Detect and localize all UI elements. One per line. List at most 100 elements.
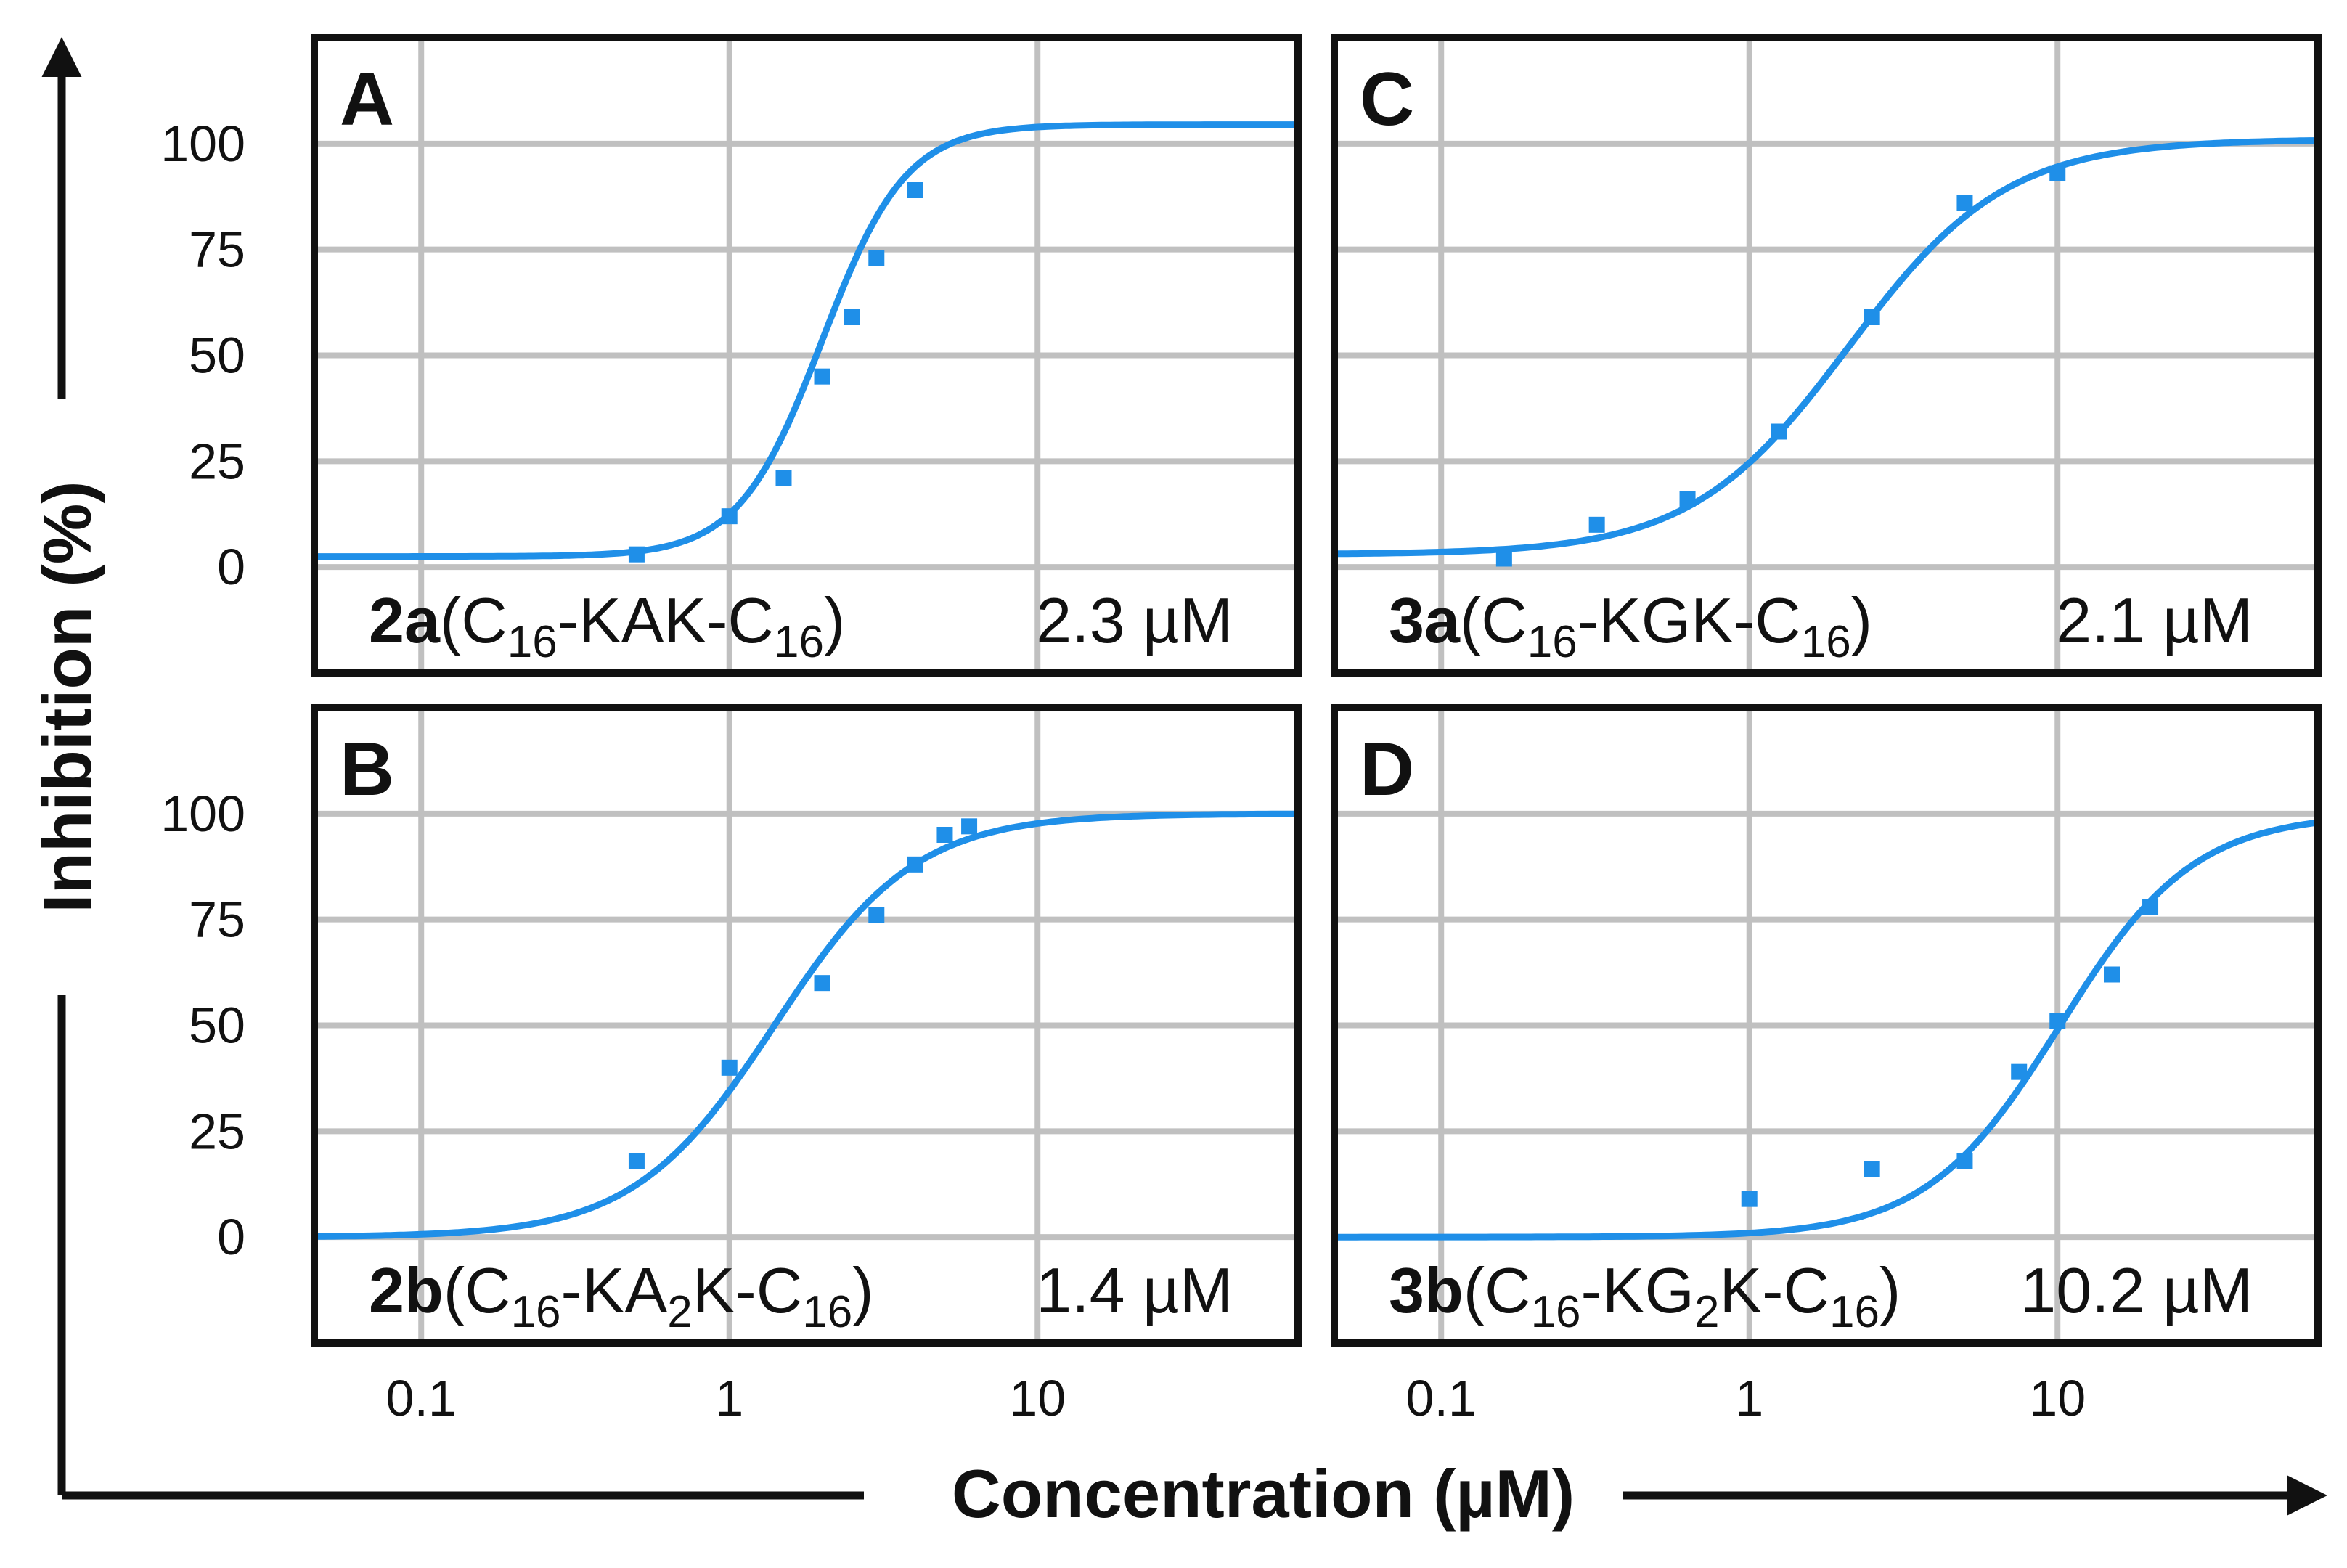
formula-text: K-C bbox=[693, 1254, 803, 1326]
formula-text: -KAK-C bbox=[558, 584, 774, 656]
data-point bbox=[844, 309, 860, 325]
compound-annotation: 3a(C16-KGK-C16) bbox=[1389, 584, 1872, 667]
formula-text: -KG bbox=[1581, 1254, 1694, 1326]
data-point bbox=[2049, 1013, 2066, 1029]
x-axis-title: Concentration (µM) bbox=[952, 1455, 1575, 1532]
data-point bbox=[721, 508, 738, 525]
compound-formula: (C16-KA2K-C16) bbox=[444, 1254, 874, 1337]
data-point bbox=[1679, 491, 1696, 507]
data-point bbox=[721, 1059, 738, 1076]
data-point bbox=[775, 470, 792, 486]
data-point bbox=[2011, 1063, 2028, 1080]
data-point bbox=[628, 546, 645, 563]
formula-text: ) bbox=[1879, 1254, 1901, 1326]
compound-annotation: 2a(C16-KAK-C16) bbox=[369, 584, 845, 667]
plot-frame bbox=[1331, 704, 2322, 1347]
y-tick-label: 100 bbox=[160, 115, 245, 172]
formula-subscript: 16 bbox=[507, 617, 558, 667]
x-tick-label: 0.1 bbox=[1406, 1370, 1477, 1426]
compound-id: 2b bbox=[369, 1254, 444, 1326]
data-point bbox=[1956, 1153, 1973, 1169]
formula-text: (C bbox=[440, 584, 507, 656]
formula-subscript: 16 bbox=[1801, 617, 1851, 667]
data-point bbox=[868, 907, 885, 923]
fit-curve bbox=[311, 121, 1302, 560]
data-point bbox=[814, 368, 830, 385]
compound-id: 3b bbox=[1389, 1254, 1464, 1326]
panel-label: C bbox=[1360, 57, 1414, 142]
compound-id: 2a bbox=[369, 584, 441, 656]
data-point bbox=[961, 818, 978, 835]
data-point bbox=[936, 827, 953, 843]
y-axis-title: Inhibition (%) bbox=[29, 481, 105, 912]
data-point bbox=[1495, 550, 1512, 567]
formula-text: K-C bbox=[1719, 1254, 1829, 1326]
formula-text: ) bbox=[1851, 584, 1872, 656]
panel-c: C3a(C16-KGK-C16) 2.1 µM bbox=[1331, 34, 2322, 677]
data-point bbox=[868, 250, 885, 266]
y-tick-label: 75 bbox=[189, 221, 245, 278]
data-point bbox=[2142, 899, 2159, 915]
formula-text: (C bbox=[1464, 1254, 1531, 1326]
y-tick-label: 0 bbox=[217, 539, 245, 595]
formula-subscript: 16 bbox=[802, 1287, 852, 1337]
formula-subscript: 16 bbox=[774, 617, 824, 667]
formula-subscript: 2 bbox=[667, 1287, 692, 1337]
y-tick-label: 25 bbox=[189, 433, 245, 489]
plot-frame bbox=[311, 704, 1302, 1347]
fit-curve bbox=[311, 810, 1302, 1240]
panel-label: B bbox=[340, 727, 394, 812]
x-tick-label: 1 bbox=[1735, 1370, 1763, 1426]
data-point bbox=[814, 975, 830, 992]
x-tick-label: 10 bbox=[1009, 1370, 1066, 1426]
data-point bbox=[1588, 516, 1605, 533]
data-point bbox=[1741, 1191, 1758, 1207]
formula-text: (C bbox=[1460, 584, 1527, 656]
plot-frame bbox=[1331, 34, 2322, 677]
formula-text: ) bbox=[824, 584, 845, 656]
data-point bbox=[907, 856, 923, 873]
data-point bbox=[2103, 966, 2120, 983]
ic50-label: 2.3 µM bbox=[1036, 584, 1233, 656]
y-tick-label: 75 bbox=[189, 891, 245, 948]
x-tick-label: 1 bbox=[715, 1370, 743, 1426]
formula-subscript: 16 bbox=[1531, 1287, 1581, 1337]
plot-frame bbox=[311, 34, 1302, 677]
y-tick-label: 50 bbox=[189, 327, 245, 384]
panel-label: A bbox=[340, 57, 394, 142]
compound-formula: (C16-KGK-C16) bbox=[1460, 584, 1872, 667]
ic50-label: 1.4 µM bbox=[1036, 1254, 1233, 1326]
ic50-label: 2.1 µM bbox=[2056, 584, 2253, 656]
compound-formula: (C16-KAK-C16) bbox=[440, 584, 845, 667]
y-tick-label: 100 bbox=[160, 785, 245, 842]
y-tick-label: 25 bbox=[189, 1103, 245, 1159]
data-point bbox=[1771, 423, 1787, 440]
x-tick-label: 10 bbox=[2029, 1370, 2086, 1426]
data-point bbox=[907, 182, 923, 198]
formula-subscript: 16 bbox=[1527, 617, 1577, 667]
compound-id: 3a bbox=[1389, 584, 1461, 656]
x-tick-label: 0.1 bbox=[386, 1370, 457, 1426]
formula-subscript: 2 bbox=[1694, 1287, 1719, 1337]
compound-annotation: 2b(C16-KA2K-C16) bbox=[369, 1254, 874, 1337]
formula-text: -KA bbox=[561, 1254, 668, 1326]
fit-curve bbox=[1331, 819, 2322, 1241]
compound-annotation: 3b(C16-KG2K-C16) bbox=[1389, 1254, 1901, 1337]
fit-curve bbox=[1331, 137, 2322, 558]
data-point bbox=[628, 1153, 645, 1169]
data-point bbox=[1864, 1161, 1880, 1177]
formula-text: ) bbox=[852, 1254, 873, 1326]
data-point bbox=[1864, 309, 1880, 325]
formula-subscript: 16 bbox=[511, 1287, 561, 1337]
formula-subscript: 16 bbox=[1829, 1287, 1879, 1337]
panel-label: D bbox=[1360, 727, 1414, 812]
ic50-label: 10.2 µM bbox=[2020, 1254, 2253, 1326]
formula-text: -KGK-C bbox=[1577, 584, 1801, 656]
compound-formula: (C16-KG2K-C16) bbox=[1464, 1254, 1901, 1337]
data-point bbox=[2049, 165, 2066, 181]
